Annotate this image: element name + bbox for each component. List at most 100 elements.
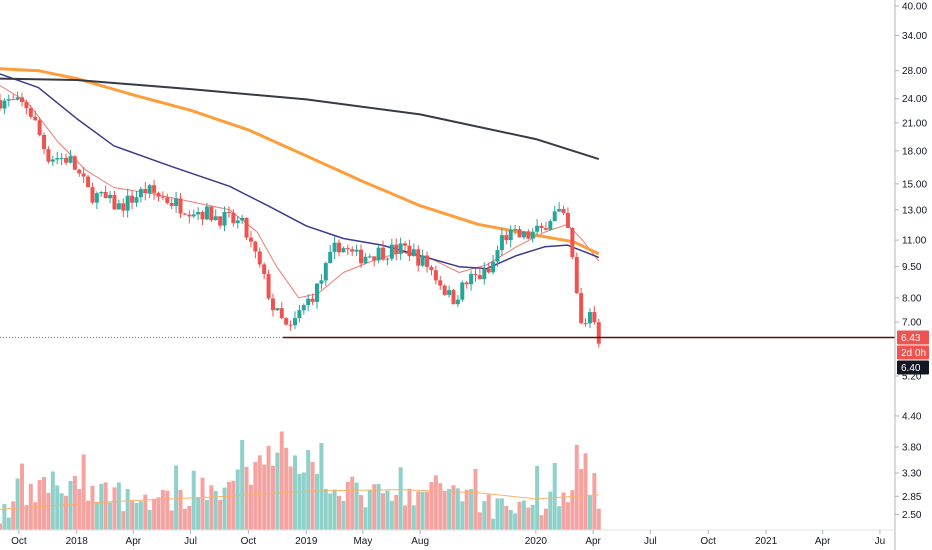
- candle-body[interactable]: [482, 268, 487, 280]
- candle-body[interactable]: [266, 274, 271, 299]
- candle-body[interactable]: [226, 211, 231, 213]
- candle-body[interactable]: [59, 157, 64, 159]
- candle-body[interactable]: [552, 211, 557, 222]
- candle-body[interactable]: [323, 263, 328, 281]
- candle-body[interactable]: [499, 235, 504, 251]
- candle-body[interactable]: [222, 211, 227, 226]
- candle-body[interactable]: [359, 249, 364, 264]
- candle-body[interactable]: [367, 256, 372, 258]
- candle-body[interactable]: [182, 213, 187, 215]
- candle-body[interactable]: [68, 156, 73, 163]
- candle-body[interactable]: [438, 280, 443, 286]
- candle-body[interactable]: [86, 176, 91, 188]
- candle-body[interactable]: [99, 192, 104, 194]
- candle-body[interactable]: [394, 244, 399, 254]
- candle-body[interactable]: [543, 228, 548, 230]
- candle-body[interactable]: [90, 187, 95, 203]
- candle-body[interactable]: [530, 231, 535, 239]
- candle-body[interactable]: [169, 202, 174, 207]
- candle-body[interactable]: [253, 241, 258, 252]
- candle-body[interactable]: [187, 214, 192, 217]
- candle-body[interactable]: [403, 243, 408, 246]
- candle-body[interactable]: [301, 305, 306, 311]
- candle-body[interactable]: [587, 312, 592, 324]
- candle-body[interactable]: [196, 212, 201, 215]
- candle-body[interactable]: [579, 293, 584, 324]
- candle-body[interactable]: [20, 97, 25, 103]
- candle-body[interactable]: [200, 212, 205, 220]
- candle-body[interactable]: [156, 192, 161, 197]
- candle-body[interactable]: [561, 208, 566, 214]
- candle-body[interactable]: [491, 261, 496, 273]
- candle-body[interactable]: [473, 273, 478, 276]
- candle-body[interactable]: [24, 102, 29, 109]
- candle-body[interactable]: [231, 212, 236, 224]
- candle-body[interactable]: [548, 221, 553, 230]
- candle-body[interactable]: [596, 322, 601, 344]
- candle-body[interactable]: [429, 266, 434, 271]
- candle-body[interactable]: [592, 312, 597, 323]
- candle-body[interactable]: [248, 237, 253, 242]
- candle-body[interactable]: [138, 189, 143, 198]
- candle-body[interactable]: [376, 247, 381, 261]
- candle-body[interactable]: [504, 235, 509, 241]
- candle-body[interactable]: [455, 299, 460, 305]
- candle-body[interactable]: [513, 229, 518, 231]
- candle-body[interactable]: [508, 229, 513, 241]
- candle-body[interactable]: [306, 298, 311, 306]
- candle-body[interactable]: [433, 270, 438, 281]
- candle-body[interactable]: [363, 256, 368, 264]
- candle-body[interactable]: [257, 251, 262, 265]
- candle-body[interactable]: [77, 169, 82, 174]
- candle-body[interactable]: [108, 194, 113, 199]
- candle-body[interactable]: [526, 231, 531, 239]
- candle-body[interactable]: [539, 225, 544, 229]
- candle-body[interactable]: [319, 280, 324, 284]
- candle-body[interactable]: [55, 158, 60, 160]
- candle-body[interactable]: [583, 323, 588, 325]
- candle-body[interactable]: [152, 185, 157, 193]
- candle-body[interactable]: [464, 282, 469, 285]
- candle-body[interactable]: [517, 229, 522, 238]
- candle-body[interactable]: [535, 225, 540, 232]
- candle-body[interactable]: [407, 245, 412, 257]
- candle-body[interactable]: [235, 220, 240, 224]
- candle-body[interactable]: [354, 249, 359, 252]
- candle-body[interactable]: [389, 244, 394, 259]
- candle-body[interactable]: [130, 195, 135, 203]
- candle-body[interactable]: [11, 99, 16, 101]
- candle-body[interactable]: [143, 189, 148, 194]
- candle-body[interactable]: [15, 97, 20, 100]
- candle-body[interactable]: [147, 185, 152, 194]
- candle-body[interactable]: [350, 249, 355, 252]
- candle-body[interactable]: [284, 318, 289, 325]
- candle-body[interactable]: [288, 324, 293, 326]
- candle-body[interactable]: [262, 264, 267, 275]
- candle-body[interactable]: [134, 197, 139, 203]
- candle-body[interactable]: [103, 192, 108, 199]
- candle-body[interactable]: [191, 214, 196, 217]
- candle-body[interactable]: [244, 217, 249, 238]
- candle-body[interactable]: [332, 242, 337, 252]
- candle-body[interactable]: [94, 193, 99, 203]
- candle-body[interactable]: [125, 195, 130, 211]
- candle-body[interactable]: [557, 208, 562, 212]
- candle-body[interactable]: [204, 206, 209, 220]
- candle-body[interactable]: [218, 216, 223, 226]
- candle-body[interactable]: [112, 194, 117, 210]
- candle-body[interactable]: [372, 256, 377, 261]
- candle-body[interactable]: [28, 108, 33, 117]
- candle-body[interactable]: [42, 134, 47, 150]
- candle-body[interactable]: [121, 203, 126, 211]
- candle-body[interactable]: [460, 282, 465, 300]
- candle-body[interactable]: [178, 198, 183, 214]
- candle-body[interactable]: [337, 242, 342, 253]
- candle-body[interactable]: [495, 250, 500, 262]
- candle-body[interactable]: [292, 318, 297, 326]
- candle-body[interactable]: [328, 251, 333, 264]
- candle-body[interactable]: [447, 290, 452, 295]
- candle-body[interactable]: [310, 298, 315, 302]
- candle-body[interactable]: [33, 116, 38, 121]
- candle-body[interactable]: [37, 120, 42, 135]
